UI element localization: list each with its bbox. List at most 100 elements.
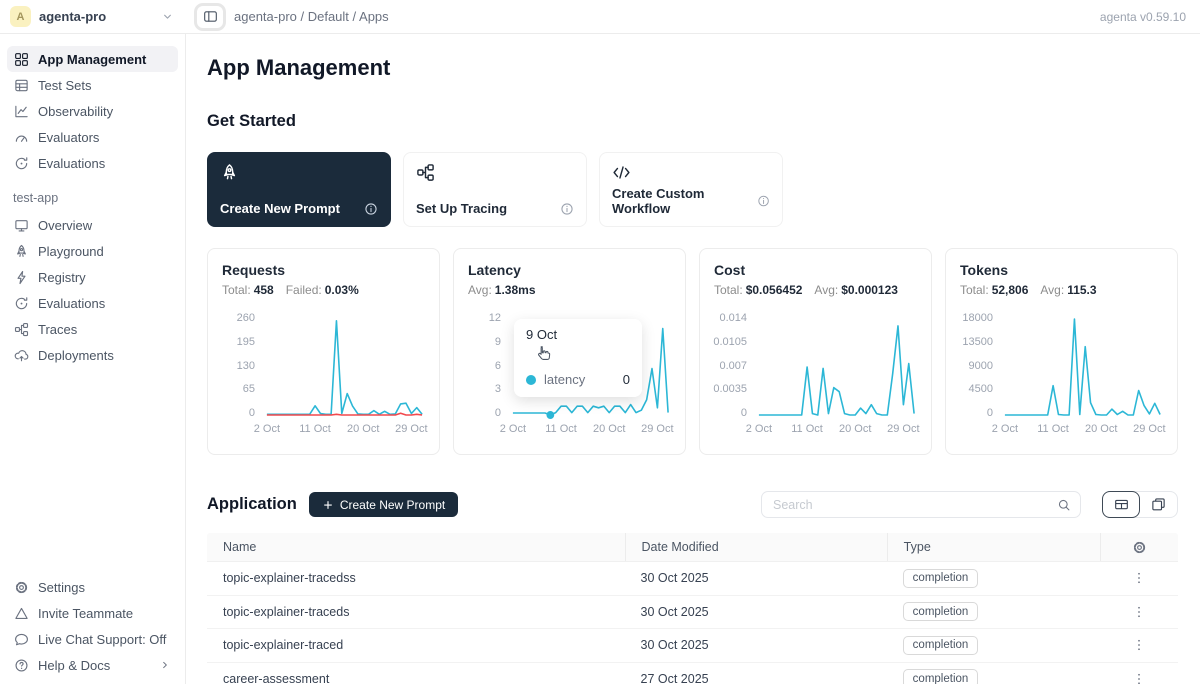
charts-row: Requests Total: 458 Failed: 0.03% 260 195 130… [207, 248, 1178, 455]
tree-icon [14, 322, 29, 336]
kebab-icon [1138, 673, 1141, 684]
get-started-card-set-up-tracing[interactable]: Set Up Tracing [403, 152, 587, 227]
org-switcher[interactable]: A agenta-pro [0, 6, 186, 27]
card-bottom: Set Up Tracing [416, 201, 574, 216]
series-failed-line [267, 413, 422, 415]
kebab-icon [1138, 606, 1141, 617]
card-label: Create Custom Workflow [612, 186, 705, 216]
sidebar-item-traces[interactable]: Traces [7, 316, 178, 342]
gear-icon [1134, 541, 1146, 553]
chart-stat: Avg: $0.000123 [814, 283, 898, 297]
gear-icon [15, 581, 28, 593]
y-axis: 260 195 130 65 0 [222, 312, 264, 419]
cloudup-icon [14, 349, 29, 361]
sidebar-item-test-sets[interactable]: Test Sets [7, 72, 178, 98]
y-tick-label: 260 [236, 312, 255, 324]
sidebar-item-settings[interactable]: Settings [7, 574, 178, 600]
sidebar-item-evaluations[interactable]: Evaluations [7, 150, 178, 176]
breadcrumb[interactable]: agenta-pro / Default / Apps [234, 9, 389, 24]
create-new-prompt-label: Create New Prompt [339, 497, 446, 512]
column-header-date-modified[interactable]: Date Modified [624, 533, 887, 561]
chart-plot[interactable]: 2 Oct 11 Oct 20 Oct 29 Oct [254, 312, 428, 435]
chart-plot[interactable]: 2 Oct 11 Oct 20 Oct 29 Oct [746, 312, 920, 435]
main-content: App Management Get Started Create New Pr… [187, 34, 1200, 684]
sidebar-item-label: Traces [38, 321, 78, 337]
sidebar-item-deployments[interactable]: Deployments [7, 342, 178, 368]
y-tick-label: 13500 [962, 335, 993, 348]
chart-tooltip: 9 Oct latency 0 [514, 319, 642, 397]
column-header-type[interactable]: Type [886, 533, 1101, 561]
type-badge: completion [902, 568, 979, 588]
sidebar-item-app-management[interactable]: App Management [7, 46, 178, 72]
line-chart [264, 312, 425, 419]
x-tick-label: 11 Oct [791, 423, 823, 435]
chart-card-latency: Latency Avg: 1.38ms 12 9 6 3 0 2 Oct 11 Oct 20 … [453, 248, 686, 455]
sidebar-item-live-chat-support-off[interactable]: Live Chat Support: Off [7, 626, 178, 652]
code-icon [613, 166, 630, 179]
cell-type: completion [887, 669, 1101, 684]
tree-icon [417, 164, 434, 181]
get-started-card-create-custom-workflow[interactable]: Create Custom Workflow [599, 152, 783, 227]
series-dot-icon [526, 374, 536, 385]
y-tick-label: 12 [488, 312, 501, 324]
column-header-name[interactable]: Name [223, 540, 257, 554]
search-input[interactable] [771, 496, 1057, 513]
chart-stat: Avg: 1.38ms [468, 283, 536, 297]
table-row-topic-explainer-tracedss[interactable]: topic-explainer-tracedss 30 Oct 2025 com… [207, 562, 1178, 596]
get-started-card-create-new-prompt[interactable]: Create New Prompt [207, 152, 391, 227]
y-tick-label: 4500 [968, 383, 993, 396]
info-icon [561, 202, 573, 215]
card-view-button[interactable] [1139, 492, 1177, 517]
y-tick-label: 130 [236, 359, 255, 372]
create-new-prompt-button[interactable]: Create New Prompt [308, 492, 459, 517]
table-view-button[interactable] [1102, 491, 1140, 518]
sidebar-item-label: Registry [38, 269, 86, 285]
column-settings-button[interactable] [1100, 533, 1178, 561]
sidebar-item-help-docs[interactable]: Help & Docs [7, 652, 178, 678]
sidebar-item-evaluators[interactable]: Evaluators [7, 124, 178, 150]
chart-title: Cost [714, 262, 746, 278]
row-menu-button[interactable] [1128, 634, 1150, 656]
row-menu-button[interactable] [1128, 601, 1150, 623]
chat-icon [15, 633, 28, 645]
sidebar-item-label: Settings [38, 579, 85, 595]
card-label: Create New Prompt [220, 201, 340, 216]
table-row-topic-explainer-traced[interactable]: topic-explainer-traced 30 Oct 2025 compl… [207, 629, 1178, 663]
sidebar-item-label: Live Chat Support: Off [38, 631, 167, 647]
kebab-icon [1138, 640, 1141, 651]
chart-stats: Total: 52,806 Avg: 115.3 [960, 283, 1163, 297]
chart-title: Tokens [960, 262, 1008, 278]
chart-plot[interactable]: 2 Oct 11 Oct 20 Oct 29 Oct [992, 312, 1166, 435]
chart-body: 12 9 6 3 0 2 Oct 11 Oct 20 Oct 29 Oct [468, 312, 674, 435]
sidebar-item-playground[interactable]: Playground [7, 238, 178, 264]
cell-name: topic-explainer-traceds [223, 604, 350, 619]
chart-plot[interactable]: 2 Oct 11 Oct 20 Oct 29 Oct [500, 312, 674, 435]
x-tick-label: 2 Oct [499, 423, 527, 435]
x-tick-label: 29 Oct [641, 423, 674, 435]
row-menu-button[interactable] [1128, 668, 1150, 684]
sidebar-section-label: test-app [13, 191, 59, 205]
y-tick-label: 6 [494, 359, 501, 372]
sidebar-item-overview[interactable]: Overview [7, 212, 178, 238]
row-menu-button[interactable] [1128, 567, 1150, 589]
sidebar-footer-group: Settings Invite Teammate Live Chat Support… [0, 574, 185, 678]
tooltip-series-value: 0 [622, 372, 630, 387]
sidebar-item-registry[interactable]: Registry [7, 264, 178, 290]
get-started-title: Get Started [207, 112, 296, 130]
sidebar-item-label: App Management [38, 51, 147, 67]
monitor-icon [15, 219, 28, 232]
sidebar-item-evaluations[interactable]: Evaluations [7, 290, 178, 316]
table-row-career-assessment[interactable]: career-assessment 27 Oct 2025 completion [207, 663, 1178, 684]
sidebar-item-invite-teammate[interactable]: Invite Teammate [7, 600, 178, 626]
search-icon[interactable] [1057, 498, 1071, 512]
sidebar-toggle-button[interactable] [194, 2, 226, 31]
sidebar-item-observability[interactable]: Observability [7, 98, 178, 124]
chart-body: 18000 13500 9000 4500 0 2 Oct 11 Oct 20 Oct 29 … [960, 312, 1166, 435]
observability-icon [15, 105, 28, 117]
x-tick-label: 29 Oct [1133, 423, 1166, 435]
sidebar-main-group: App Management Test Sets Observability Eval… [0, 46, 185, 176]
table-row-topic-explainer-traceds[interactable]: topic-explainer-traceds 30 Oct 2025 comp… [207, 596, 1178, 629]
series-cost-line [759, 326, 914, 415]
tooltip-date: 9 Oct [526, 327, 558, 342]
